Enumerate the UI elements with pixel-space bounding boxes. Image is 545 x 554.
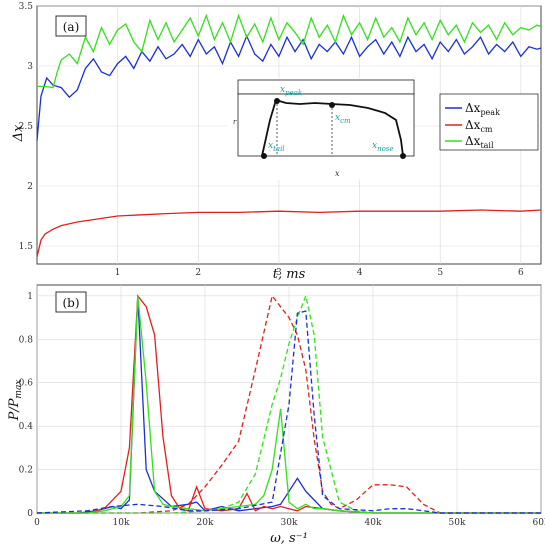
panel-b-x-label: ω, s⁻¹ (270, 531, 308, 546)
panel-a-x-tick: 6 (518, 268, 524, 278)
inset-x-label: x (335, 169, 340, 178)
panel-a-x-label: t, ms (273, 267, 306, 282)
inset-cm-dot (329, 102, 335, 108)
panel-b-label: (b) (62, 296, 79, 310)
panel-b-series-2 (37, 295, 541, 514)
panel-a-series-0 (36, 34, 542, 141)
panel-a-x-tick: 2 (195, 268, 201, 278)
inset-peak-label: xpeak (280, 85, 302, 97)
panel-a-y-tick: 2 (27, 182, 33, 192)
panel-a-series (36, 13, 542, 257)
legend-entry-peak: Δxpeak (465, 101, 500, 117)
panel-a-x-tick: 5 (437, 268, 443, 278)
panel-a-y-tick: 3 (27, 62, 33, 72)
inset-peak-dot (274, 98, 280, 104)
panel-b-series (36, 293, 541, 514)
inset-nose-dot (400, 153, 406, 159)
panel-a-label-box (55, 15, 87, 37)
panel-b-y-tick: 1 (27, 292, 33, 302)
inset-cm-label: xcm (335, 113, 351, 125)
panel-b-y-tick: 0.4 (19, 422, 34, 432)
panel-a-label: (a) (63, 20, 80, 34)
panel-a-y-tick: 2.5 (19, 122, 34, 132)
panel-a-x-tick: 1 (115, 268, 121, 278)
inset-top-band (237, 79, 415, 95)
panel-b-series-3 (37, 294, 541, 514)
panel-b: 0 10k 20k 30k 40k 50k 60k 0 0.2 0.4 0.6 0.8 1 (b) P/… (7, 284, 545, 546)
panel-a-x-tick: 3 (276, 268, 282, 278)
panel-a-y-tick: 1.5 (19, 242, 34, 252)
panel-a-ticks: 1 2 3 4 5 6 1.5 2 2.5 3 3.5 (19, 2, 524, 278)
inset-nose-label: xnose (372, 141, 394, 153)
panel-b-x-tick: 10k (113, 518, 130, 528)
panel-a-series-2 (37, 13, 542, 89)
legend-entry-cm: Δxcm (465, 118, 493, 134)
inset-tail-dot (261, 153, 267, 159)
panel-a-y-label: Δx (11, 124, 26, 142)
panel-a: 1 2 3 4 5 6 1.5 2 2.5 3 3.5 (a) Δx t, ms xpeak xcm… (11, 2, 542, 282)
panel-a-legend: Δxpeak Δxcm Δxtail (439, 93, 539, 151)
panel-b-y-tick: 0 (27, 509, 33, 519)
inset-y-label: r (233, 118, 237, 126)
panel-a-x-tick: 4 (357, 268, 363, 278)
panel-b-label-box (55, 291, 87, 313)
panel-b-x-tick: 0 (34, 518, 40, 528)
legend-entry-tail: Δxtail (465, 134, 494, 150)
panel-b-y-label: P/Pmax (7, 380, 24, 422)
panel-b-x-tick: 40k (365, 518, 382, 528)
inset-tail-label: xtail (268, 141, 285, 153)
panel-b-series-0 (37, 295, 541, 514)
panel-b-series-5 (36, 310, 541, 514)
panel-a-series-1 (36, 209, 542, 257)
panel-b-y-tick: 0.6 (19, 379, 34, 389)
panel-b-y-tick: 0.2 (19, 466, 33, 476)
panel-b-y-tick: 0.8 (19, 335, 34, 345)
panel-b-x-tick: 30k (281, 518, 298, 528)
inset-diagram: xpeak xcm xtail xnose r x (228, 78, 415, 180)
panel-b-x-tick: 20k (197, 518, 214, 528)
panel-b-x-tick: 60k (533, 518, 545, 528)
panel-b-x-tick: 50k (449, 518, 466, 528)
panel-b-ticks: 0 10k 20k 30k 40k 50k 60k 0 0.2 0.4 0.6 0.8 1 (19, 292, 545, 528)
panel-a-y-tick: 3.5 (19, 2, 34, 12)
